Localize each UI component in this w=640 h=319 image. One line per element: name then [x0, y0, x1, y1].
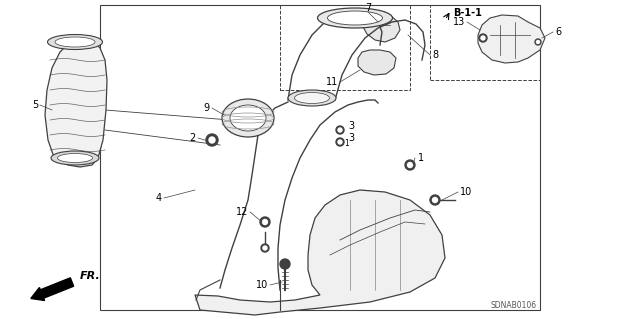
Ellipse shape [47, 34, 102, 49]
Circle shape [336, 138, 344, 146]
Ellipse shape [328, 11, 383, 25]
Circle shape [260, 217, 270, 227]
Circle shape [209, 137, 215, 143]
Circle shape [433, 197, 438, 203]
Ellipse shape [51, 151, 99, 165]
Ellipse shape [288, 90, 336, 106]
Ellipse shape [58, 153, 93, 162]
Polygon shape [478, 15, 545, 63]
Text: 11: 11 [326, 77, 338, 87]
Circle shape [336, 126, 344, 134]
Text: 13: 13 [452, 17, 465, 27]
Bar [430, 5, 540, 80]
Circle shape [338, 140, 342, 144]
Text: 7: 7 [365, 3, 371, 13]
Text: B-1-1: B-1-1 [453, 8, 482, 18]
Circle shape [479, 34, 487, 42]
Polygon shape [195, 190, 445, 315]
Text: 9: 9 [204, 103, 210, 113]
Circle shape [280, 259, 290, 269]
Polygon shape [360, 12, 400, 42]
Text: FR.: FR. [80, 271, 100, 281]
Circle shape [206, 134, 218, 146]
Ellipse shape [222, 99, 274, 137]
Text: 4: 4 [156, 193, 162, 203]
Ellipse shape [317, 8, 392, 28]
Circle shape [535, 39, 541, 45]
Text: SDNAB0106: SDNAB0106 [491, 301, 537, 310]
Text: 8: 8 [432, 50, 438, 60]
Circle shape [338, 128, 342, 132]
Ellipse shape [294, 93, 330, 103]
Bar [280, 5, 410, 90]
Circle shape [261, 244, 269, 252]
Text: 1: 1 [418, 153, 424, 163]
Text: 3: 3 [348, 121, 354, 131]
Text: 10: 10 [256, 280, 268, 290]
Circle shape [263, 246, 267, 250]
Polygon shape [358, 50, 396, 75]
Circle shape [430, 195, 440, 205]
Text: 10: 10 [460, 187, 472, 197]
Text: 6: 6 [555, 27, 561, 37]
Text: 1: 1 [344, 139, 349, 149]
Circle shape [536, 41, 540, 43]
Bar [100, 5, 540, 310]
Text: 12: 12 [236, 207, 248, 217]
Text: 3: 3 [348, 133, 354, 143]
Circle shape [405, 160, 415, 170]
Text: 2: 2 [189, 133, 196, 143]
Text: 5: 5 [32, 100, 38, 110]
Ellipse shape [230, 105, 266, 131]
Circle shape [262, 219, 268, 225]
Ellipse shape [55, 37, 95, 47]
FancyArrow shape [31, 278, 74, 300]
Polygon shape [45, 38, 107, 167]
Circle shape [481, 36, 485, 40]
Circle shape [408, 162, 413, 167]
